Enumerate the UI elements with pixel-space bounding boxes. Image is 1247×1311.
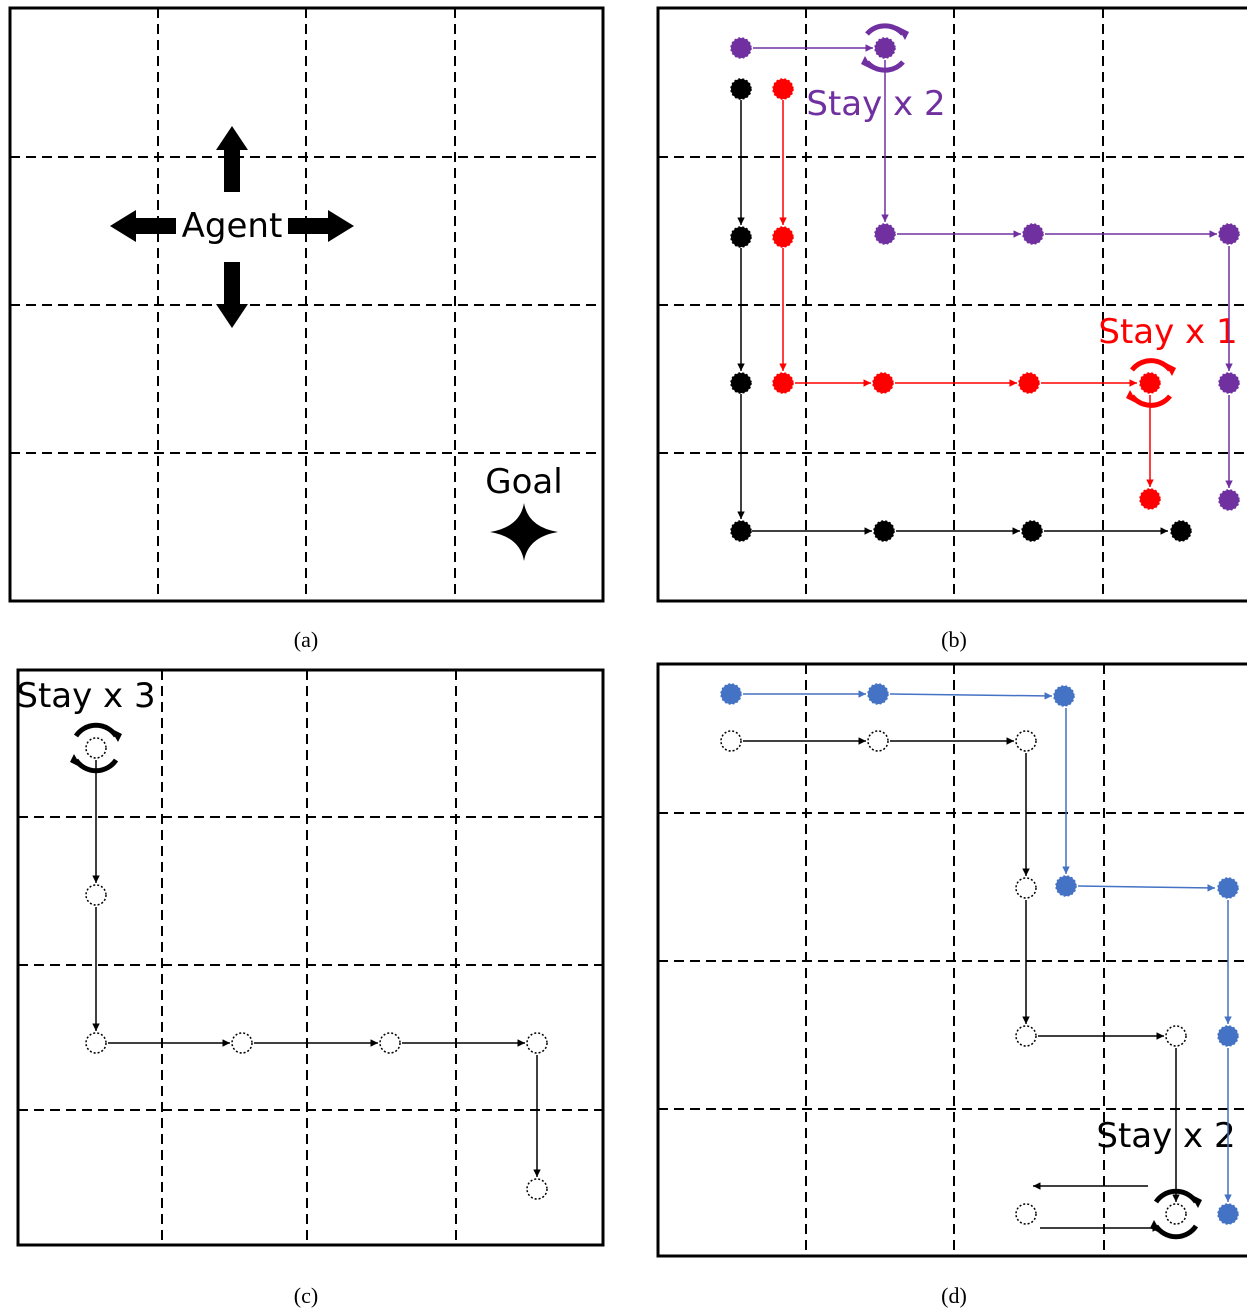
state-node: [730, 78, 752, 100]
path-black: [737, 100, 1168, 535]
state-node: [772, 78, 794, 100]
stay-annotation-red: Stay x 1: [1098, 312, 1237, 352]
state-node: [1015, 877, 1037, 899]
grid-lines: [18, 670, 603, 1245]
caption-a: (a): [294, 627, 318, 652]
state-node: [872, 372, 894, 394]
state-node: [1053, 685, 1075, 707]
state-node: [1139, 488, 1161, 510]
state-node: [1165, 1203, 1187, 1225]
state-node: [720, 683, 742, 705]
stay-cycle-icon: [1126, 358, 1176, 408]
stay-annotation-purple: Stay x 2: [806, 84, 945, 124]
agent-label: Agent: [182, 206, 283, 246]
state-node: [1015, 730, 1037, 752]
state-node: [1217, 1025, 1239, 1047]
state-node: [874, 223, 896, 245]
stay-cycle-icon: [861, 23, 909, 73]
state-node: [867, 730, 889, 752]
state-node: [720, 730, 742, 752]
state-node: [526, 1178, 548, 1200]
path-blue-nodes: [720, 683, 1239, 1225]
state-node: [874, 37, 896, 59]
caption-b: (b): [941, 627, 967, 652]
stay-annotation: Stay x 2: [1096, 1116, 1235, 1156]
panel-b: Stay x 1 Stay x 2: [656, 6, 1247, 603]
state-node: [1015, 1025, 1037, 1047]
arrow-left-icon: [110, 210, 176, 242]
arrow-down-icon: [216, 262, 248, 328]
action-arrows: [110, 126, 354, 328]
arrow-up-icon: [216, 126, 248, 192]
grid-lines: [658, 8, 1247, 601]
state-node: [526, 1032, 548, 1054]
state-node: [85, 884, 107, 906]
state-node: [867, 683, 889, 705]
goal-label: Goal: [485, 462, 562, 502]
state-node: [1218, 372, 1240, 394]
grid-lines: [10, 8, 603, 601]
state-node: [231, 1032, 253, 1054]
state-node: [1018, 372, 1040, 394]
path-red-nodes: [772, 78, 1161, 510]
arrow-right-icon: [288, 210, 354, 242]
state-node: [730, 372, 752, 394]
state-node: [772, 226, 794, 248]
caption-c: (c): [294, 1283, 318, 1308]
state-node: [85, 1032, 107, 1054]
state-node: [85, 737, 107, 759]
state-node: [1218, 223, 1240, 245]
state-node: [730, 226, 752, 248]
state-node: [379, 1032, 401, 1054]
caption-d: (d): [941, 1283, 967, 1308]
goal-star-icon: [490, 503, 558, 561]
path-blue: [743, 690, 1232, 1202]
state-node: [1217, 877, 1239, 899]
stay-cycle-icon: [1150, 1188, 1202, 1240]
path-purple: [753, 44, 1233, 488]
state-node: [1165, 1025, 1187, 1047]
grid-lines: [658, 664, 1247, 1256]
state-node: [1170, 520, 1192, 542]
state-node: [1218, 489, 1240, 511]
path-black: [743, 737, 1180, 1232]
state-node: [730, 520, 752, 542]
state-node: [1022, 223, 1044, 245]
state-node: [1139, 372, 1161, 394]
path-black-nodes: [730, 78, 1192, 542]
state-node: [873, 520, 895, 542]
state-node: [1055, 875, 1077, 897]
stay-cycle-icon: [70, 722, 122, 774]
panel-a: Agent Goal: [8, 6, 605, 603]
stay-annotation: Stay x 3: [16, 676, 155, 716]
state-node: [1021, 520, 1043, 542]
path-red: [779, 100, 1154, 487]
panel-d: Stay x 2: [656, 662, 1247, 1258]
path-black-nodes: [720, 730, 1187, 1225]
state-node: [1015, 1203, 1037, 1225]
state-node: [730, 37, 752, 59]
state-node: [1217, 1203, 1239, 1225]
path-purple-nodes: [730, 37, 1240, 511]
panel-c: Stay x 3: [16, 668, 605, 1247]
path-black-nodes: [85, 737, 548, 1200]
grid-border: [16, 668, 605, 1247]
path-black: [92, 760, 541, 1177]
state-node: [772, 372, 794, 394]
